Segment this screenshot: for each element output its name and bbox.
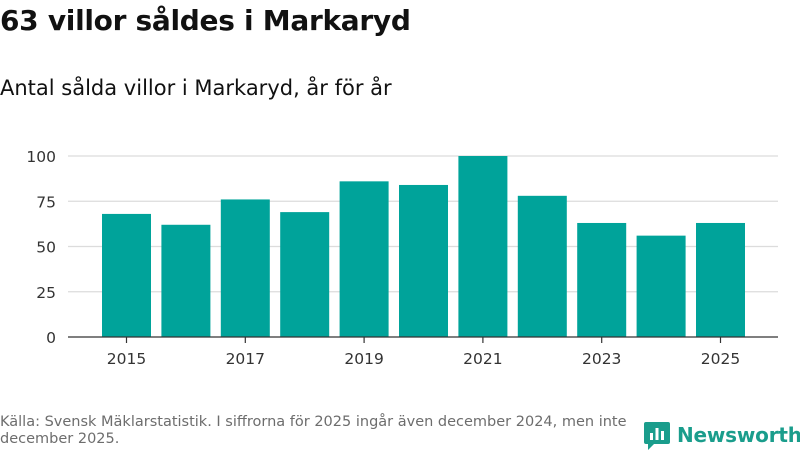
x-tick-label: 2023 — [582, 350, 621, 368]
bar-2016[interactable] — [161, 224, 211, 337]
bar-2021[interactable] — [458, 156, 508, 337]
bar-2018[interactable] — [280, 212, 330, 337]
x-tick-label: 2021 — [463, 350, 502, 368]
bar-2015[interactable] — [102, 213, 151, 337]
bar-chart-logo-icon — [644, 422, 670, 450]
y-tick-label: 0 — [46, 329, 56, 347]
chart-subtitle: Antal sålda villor i Markaryd, år för år — [0, 76, 392, 100]
axes — [68, 336, 778, 343]
bar-chart: 0 25 50 75 100 2015 2017 2019 2021 2023 2025 — [26, 148, 778, 368]
bar-2022[interactable] — [517, 195, 567, 337]
y-tick-label: 25 — [36, 284, 56, 302]
y-tick-label: 75 — [36, 193, 56, 211]
bar-2024[interactable] — [636, 235, 686, 337]
bar-2017[interactable] — [220, 199, 270, 337]
brand-name: Newsworthy — [677, 423, 800, 447]
chart-title: 63 villor såldes i Markaryd — [0, 4, 411, 37]
bars — [102, 156, 745, 337]
x-tick-label: 2017 — [226, 350, 265, 368]
bar-2025[interactable] — [696, 222, 745, 337]
x-tick-label: 2025 — [701, 350, 740, 368]
tick-labels: 0 25 50 75 100 2015 2017 2019 2021 2023 2025 — [26, 148, 740, 368]
x-tick-label: 2019 — [344, 350, 383, 368]
y-tick-label: 100 — [26, 148, 56, 166]
bar-2020[interactable] — [399, 184, 448, 337]
source-note: Källa: Svensk Mäklarstatistik. I siffror… — [0, 414, 627, 447]
y-tick-label: 50 — [36, 239, 56, 257]
bar-2023[interactable] — [577, 222, 627, 337]
newsworthy-logo[interactable]: Newsworthy — [644, 419, 800, 451]
bar-2019[interactable] — [339, 181, 389, 337]
x-tick-label: 2015 — [107, 350, 146, 368]
